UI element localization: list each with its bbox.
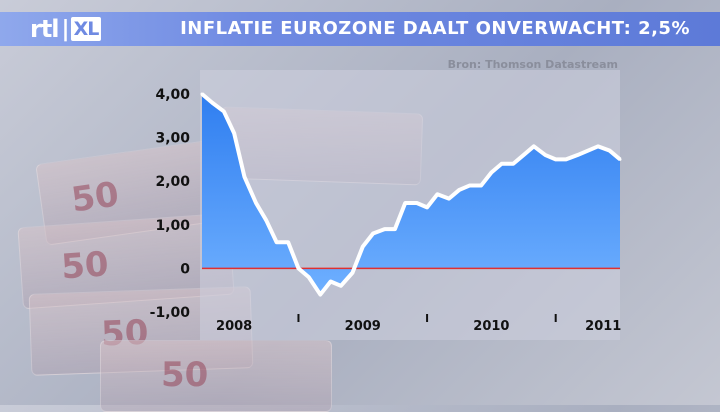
chart-source: Bron: Thomson Datastream bbox=[447, 58, 618, 71]
data-point bbox=[210, 101, 214, 105]
y-tick-label: 4,00 bbox=[155, 87, 190, 103]
header-bar bbox=[0, 12, 720, 46]
banknote-image: 50 bbox=[100, 340, 332, 412]
data-point bbox=[371, 232, 375, 236]
data-point bbox=[254, 201, 258, 205]
data-point bbox=[618, 157, 622, 161]
data-point bbox=[296, 266, 300, 270]
channel-logo: rtl | XL bbox=[30, 11, 102, 47]
data-point bbox=[275, 240, 279, 244]
data-point bbox=[576, 153, 580, 157]
data-point bbox=[393, 227, 397, 231]
data-point bbox=[307, 275, 311, 279]
data-point bbox=[500, 162, 504, 166]
data-point bbox=[532, 144, 536, 148]
data-point bbox=[586, 149, 590, 153]
data-point bbox=[596, 144, 600, 148]
data-point bbox=[554, 157, 558, 161]
data-point bbox=[543, 153, 547, 157]
series-area bbox=[202, 94, 620, 295]
y-tick-label: 3,00 bbox=[155, 131, 190, 147]
data-point bbox=[403, 201, 407, 205]
data-point bbox=[329, 279, 333, 283]
data-point bbox=[361, 245, 365, 249]
data-point bbox=[608, 149, 612, 153]
data-point bbox=[286, 240, 290, 244]
data-point bbox=[232, 131, 236, 135]
data-point bbox=[564, 157, 568, 161]
y-tick-label: 2,00 bbox=[155, 174, 190, 190]
series-line bbox=[200, 92, 622, 297]
headline-title: INFLATIE EUROZONE DAALT ONVERWACHT: 2,5% bbox=[180, 18, 690, 39]
logo-bars: | bbox=[61, 16, 70, 42]
logo-rtl: rtl bbox=[30, 15, 60, 43]
data-point bbox=[447, 197, 451, 201]
y-tick-label: 1,00 bbox=[155, 218, 190, 234]
data-point bbox=[200, 92, 204, 96]
data-point bbox=[522, 153, 526, 157]
data-point bbox=[435, 192, 439, 196]
data-point bbox=[350, 271, 354, 275]
data-point bbox=[489, 170, 493, 174]
data-point bbox=[415, 201, 419, 205]
data-point bbox=[264, 218, 268, 222]
data-point bbox=[383, 227, 387, 231]
x-tick-label: 2011 bbox=[585, 319, 621, 334]
area-layer bbox=[200, 92, 622, 297]
data-point bbox=[222, 109, 226, 113]
y-tick-label: 0 bbox=[180, 261, 190, 277]
x-tick-label: 2009 bbox=[345, 319, 381, 334]
y-tick-label: -1,00 bbox=[150, 305, 191, 321]
data-point bbox=[468, 184, 472, 188]
data-point bbox=[425, 205, 429, 209]
banknote-figure: 50 bbox=[161, 355, 209, 395]
data-point bbox=[242, 175, 246, 179]
x-tick-label: 2010 bbox=[473, 319, 509, 334]
x-tick-label: 2008 bbox=[216, 319, 252, 334]
data-point bbox=[457, 188, 461, 192]
data-point bbox=[511, 162, 515, 166]
logo-xl: XL bbox=[70, 17, 102, 41]
axis-layer: 4,00 3,00 2,00 1,00 0 -1,00 2008 2009 2010 2011 bbox=[150, 87, 622, 334]
data-point bbox=[318, 293, 322, 297]
data-point bbox=[339, 284, 343, 288]
data-point bbox=[479, 184, 483, 188]
